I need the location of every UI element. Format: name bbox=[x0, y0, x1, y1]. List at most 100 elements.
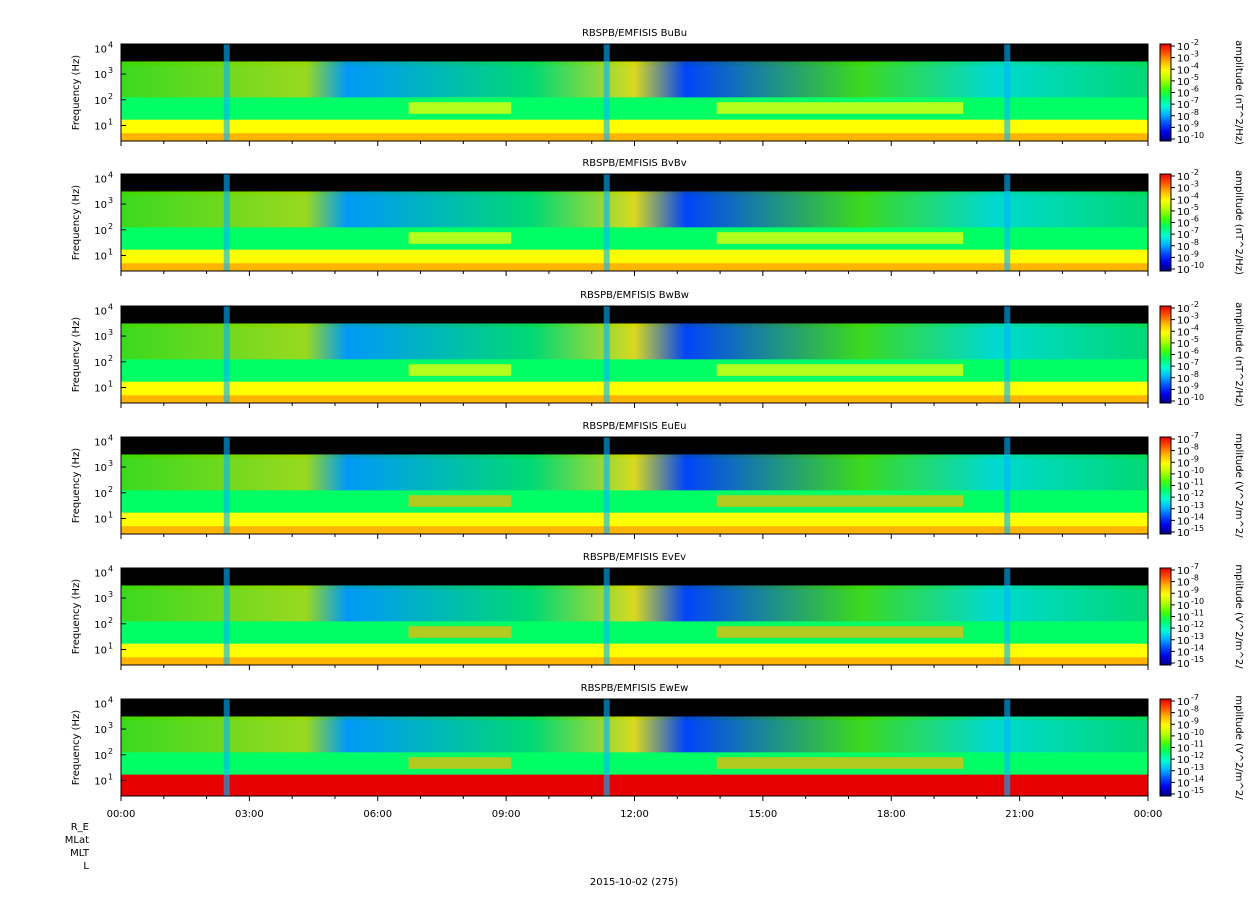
colorbar-tick-label: 10 bbox=[1177, 54, 1190, 65]
colorbar-tick-label: 10 bbox=[1177, 790, 1190, 801]
colorbar-tick-exponent: -9 bbox=[1191, 249, 1199, 258]
colorbar-tick-label: 10 bbox=[1177, 385, 1190, 396]
y-tick-exponent: 4 bbox=[108, 302, 113, 311]
y-tick-label: 10 bbox=[94, 776, 107, 787]
colorbar-tick-exponent: -5 bbox=[1191, 335, 1199, 344]
colorbar-tick-exponent: -6 bbox=[1191, 215, 1199, 224]
colorbar-tick-label: 10 bbox=[1177, 482, 1190, 493]
y-tick-label: 10 bbox=[94, 594, 107, 605]
colorbar-tick-exponent: -10 bbox=[1191, 728, 1204, 737]
colorbar-tick-label: 10 bbox=[1177, 447, 1190, 458]
panel-title: RBSPB/EMFISIS BvBv bbox=[582, 158, 686, 169]
colorbar-tick-label: 10 bbox=[1177, 697, 1190, 708]
colorbar-tick-exponent: -8 bbox=[1191, 443, 1199, 452]
y-axis-label: Frequency (Hz) bbox=[71, 710, 82, 786]
y-tick-label: 10 bbox=[94, 463, 107, 474]
colorbar-tick-exponent: -11 bbox=[1191, 478, 1204, 487]
spectrogram-image bbox=[121, 44, 1148, 141]
colorbar-tick-exponent: -13 bbox=[1191, 501, 1204, 510]
colorbar-tick-exponent: -2 bbox=[1191, 38, 1199, 47]
colorbar-tick-exponent: -2 bbox=[1191, 300, 1199, 309]
colorbar-tick-exponent: -12 bbox=[1191, 489, 1204, 498]
y-tick-exponent: 2 bbox=[108, 485, 113, 494]
colorbar-tick-label: 10 bbox=[1177, 42, 1190, 53]
colorbar-tick-label: 10 bbox=[1177, 732, 1190, 743]
colorbar-tick-label: 10 bbox=[1177, 755, 1190, 766]
x-tick-label: 03:00 bbox=[235, 809, 264, 820]
colorbar-tick-exponent: -6 bbox=[1191, 347, 1199, 356]
colorbar-tick-label: 10 bbox=[1177, 207, 1190, 218]
y-axis-label: Frequency (Hz) bbox=[71, 579, 82, 655]
y-tick-exponent: 1 bbox=[108, 247, 113, 256]
colorbar-tick-label: 10 bbox=[1177, 112, 1190, 123]
colorbar-tick-exponent: -8 bbox=[1191, 238, 1199, 247]
colorbar-tick-exponent: -2 bbox=[1191, 168, 1199, 177]
x-tick-label: 21:00 bbox=[1005, 809, 1034, 820]
colorbar-tick-label: 10 bbox=[1177, 659, 1190, 670]
y-tick-label: 10 bbox=[94, 514, 107, 525]
colorbar-tick-exponent: -13 bbox=[1191, 763, 1204, 772]
colorbar-tick-exponent: -9 bbox=[1191, 119, 1199, 128]
x-tick-label: 00:00 bbox=[107, 809, 136, 820]
y-axis-label: Frequency (Hz) bbox=[71, 185, 82, 261]
y-tick-label: 10 bbox=[94, 489, 107, 500]
colorbar-tick-label: 10 bbox=[1177, 172, 1190, 183]
y-tick-label: 10 bbox=[94, 226, 107, 237]
colorbar-tick-exponent: -7 bbox=[1191, 562, 1199, 571]
colorbar-tick-label: 10 bbox=[1177, 123, 1190, 134]
colorbar-tick-exponent: -12 bbox=[1191, 751, 1204, 760]
colorbar-tick-exponent: -5 bbox=[1191, 73, 1199, 82]
colorbar-tick-exponent: -8 bbox=[1191, 705, 1199, 714]
colorbar-tick-label: 10 bbox=[1177, 374, 1190, 385]
colorbar-tick-label: 10 bbox=[1177, 397, 1190, 408]
colorbar-tick-exponent: -4 bbox=[1191, 323, 1199, 332]
ephemeris-label-re: R_E bbox=[71, 822, 89, 833]
colorbar-tick-label: 10 bbox=[1177, 435, 1190, 446]
colorbar-tick-exponent: -7 bbox=[1191, 693, 1199, 702]
colorbar-tick-exponent: -15 bbox=[1191, 524, 1204, 533]
colorbar-tick-label: 10 bbox=[1177, 613, 1190, 624]
colorbar-tick-exponent: -10 bbox=[1191, 131, 1204, 140]
colorbar-tick-label: 10 bbox=[1177, 493, 1190, 504]
x-tick-label: 12:00 bbox=[620, 809, 649, 820]
colorbar-tick-label: 10 bbox=[1177, 720, 1190, 731]
y-tick-exponent: 1 bbox=[108, 772, 113, 781]
colorbar-tick-label: 10 bbox=[1177, 516, 1190, 527]
colorbar-tick-label: 10 bbox=[1177, 195, 1190, 206]
colorbar-tick-exponent: -3 bbox=[1191, 50, 1199, 59]
spectrogram-image bbox=[121, 699, 1148, 796]
colorbar-tick-label: 10 bbox=[1177, 253, 1190, 264]
y-tick-exponent: 4 bbox=[108, 564, 113, 573]
colorbar-tick-label: 10 bbox=[1177, 77, 1190, 88]
panel-title: RBSPB/EMFISIS BuBu bbox=[582, 28, 687, 39]
colorbar-tick-exponent: -15 bbox=[1191, 655, 1204, 664]
x-tick-label: 06:00 bbox=[363, 809, 392, 820]
y-tick-exponent: 4 bbox=[108, 695, 113, 704]
panel-title: RBSPB/EMFISIS EuEu bbox=[582, 421, 686, 432]
y-tick-exponent: 1 bbox=[108, 641, 113, 650]
y-tick-label: 10 bbox=[94, 645, 107, 656]
colorbar-tick-exponent: -12 bbox=[1191, 620, 1204, 629]
ephemeris-label-l: L bbox=[83, 861, 89, 872]
y-tick-exponent: 4 bbox=[108, 170, 113, 179]
colorbar-label: amplitude (nT^2/Hz) bbox=[1233, 40, 1244, 145]
colorbar-tick-exponent: -14 bbox=[1191, 512, 1204, 521]
colorbar-tick-exponent: -5 bbox=[1191, 203, 1199, 212]
y-tick-label: 10 bbox=[94, 332, 107, 343]
colorbar-tick-exponent: -10 bbox=[1191, 597, 1204, 606]
colorbar-tick-exponent: -7 bbox=[1191, 96, 1199, 105]
colorbar-tick-exponent: -11 bbox=[1191, 740, 1204, 749]
x-tick-label: 00:00 bbox=[1134, 809, 1163, 820]
colorbar-tick-label: 10 bbox=[1177, 362, 1190, 373]
colorbar-tick-exponent: -9 bbox=[1191, 716, 1199, 725]
colorbar-tick-exponent: -9 bbox=[1191, 585, 1199, 594]
y-axis-label: Frequency (Hz) bbox=[71, 448, 82, 524]
colorbar-tick-exponent: -9 bbox=[1191, 381, 1199, 390]
x-tick-label: 09:00 bbox=[492, 809, 521, 820]
